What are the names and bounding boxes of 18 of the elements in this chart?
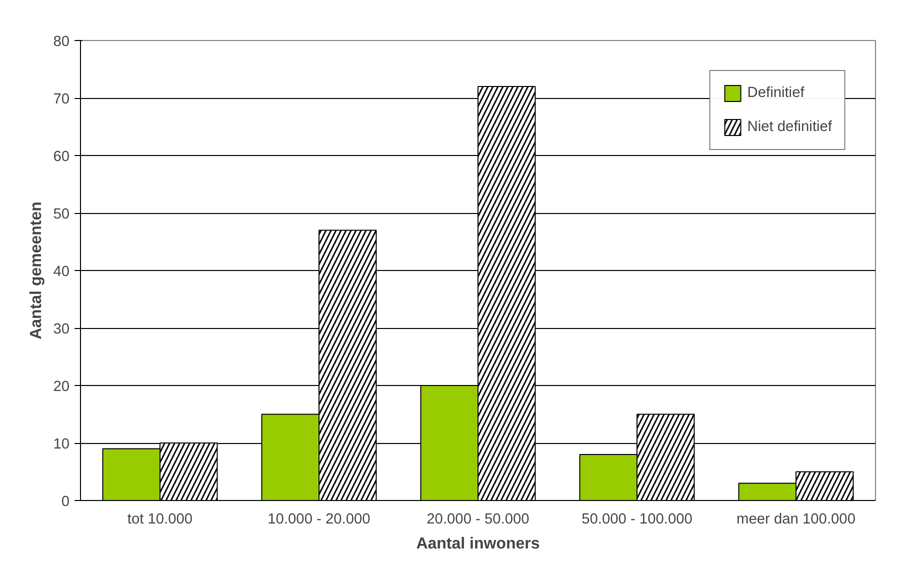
y-tick-label: 10 <box>53 436 70 452</box>
x-tick-label: 50.000 - 100.000 <box>582 512 692 528</box>
x-tick-label: tot 10.000 <box>127 512 193 528</box>
y-tick-label: 40 <box>53 264 70 280</box>
y-tick-label: 0 <box>61 494 70 510</box>
x-tick-label: meer dan 100.000 <box>736 512 856 528</box>
y-axis-title: Aantal gemeenten <box>28 202 46 340</box>
y-tick-label: 50 <box>53 206 70 222</box>
legend-label: Niet definitief <box>747 119 832 135</box>
y-tick-label: 30 <box>53 322 70 338</box>
legend-label: Definitief <box>747 85 804 101</box>
y-tick-label: 70 <box>53 92 70 108</box>
x-axis-title: Aantal inwoners <box>416 536 540 552</box>
y-tick-label: 60 <box>53 149 70 165</box>
x-tick-label: 20.000 - 50.000 <box>426 512 530 528</box>
y-tick-label: 80 <box>53 34 70 50</box>
x-tick-label: 10.000 - 20.000 <box>268 512 370 528</box>
y-tick-label: 20 <box>53 379 70 395</box>
